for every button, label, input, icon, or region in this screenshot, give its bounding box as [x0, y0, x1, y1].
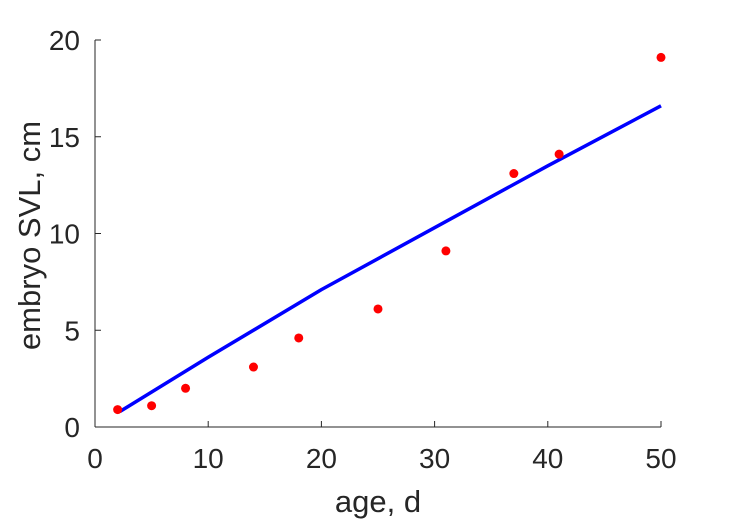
x-tick-label: 0: [87, 443, 103, 474]
fit-line: [118, 104, 662, 413]
x-tick-label: 40: [532, 443, 563, 474]
data-point: [147, 401, 157, 411]
axes: [94, 40, 661, 428]
ticks: 0 10 20 30 40 50 0 5 10 15 20: [49, 25, 677, 474]
y-tick-label: 20: [49, 25, 80, 56]
data-point: [294, 333, 304, 343]
x-tick-label: 20: [306, 443, 337, 474]
y-axis-title: embryo SVL, cm: [12, 121, 47, 350]
data-point: [373, 304, 383, 314]
y-tick-label: 0: [64, 412, 80, 443]
x-axis-title: age, d: [335, 484, 421, 519]
y-tick-label: 5: [64, 315, 80, 346]
data-point: [509, 169, 519, 179]
x-tick-label: 30: [419, 443, 450, 474]
series-layer: [113, 52, 666, 415]
data-point: [248, 362, 258, 372]
data-point: [181, 383, 191, 393]
x-tick-label: 10: [193, 443, 224, 474]
data-point: [441, 246, 451, 256]
y-tick-label: 10: [49, 219, 80, 250]
y-tick-label: 15: [49, 122, 80, 153]
data-point: [656, 52, 666, 62]
data-point: [113, 405, 123, 415]
data-point: [554, 149, 564, 159]
x-tick-label: 50: [645, 443, 676, 474]
